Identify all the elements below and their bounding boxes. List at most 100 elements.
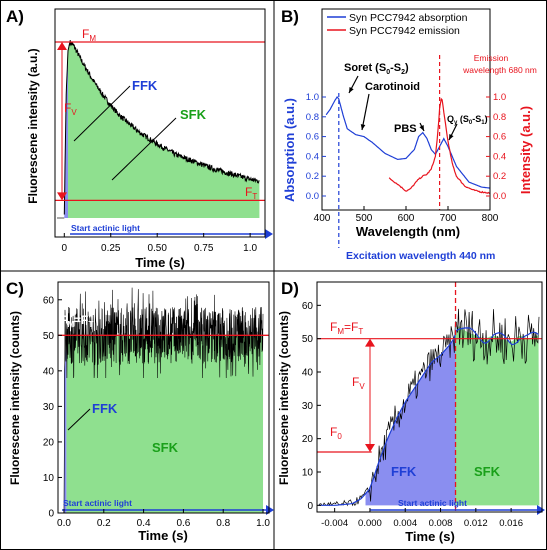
panel-b-ytick-right-label: 0.0: [493, 191, 506, 202]
panel-d-frame: [316, 281, 543, 513]
panel-c-ytick-label: 60: [43, 295, 55, 306]
panel-b-emission-label-1: Emission: [474, 53, 509, 63]
panel-b-excitation-label: Excitation wavelength 440 nm: [346, 250, 495, 262]
panel-c-ffk-label: FFK: [92, 401, 118, 416]
panel-c-xtick-label: 0.6: [176, 518, 190, 529]
panel-d-trace-line: [318, 308, 540, 507]
panel-b-ytick-left-label: 1.0: [306, 92, 319, 103]
panel-b-carotinoid-label: Carotinoid: [365, 81, 420, 93]
panel-a-plot-area: [55, 40, 273, 239]
panel-d-xtick-label: 0.016: [499, 518, 523, 529]
panel-c-fmft-label: FM=FT: [60, 313, 93, 329]
panel-b-qy-label: Qy (S0-S1): [447, 114, 488, 126]
panel-d-xlabel: Time (s): [405, 529, 455, 544]
panel-b-frame: [321, 8, 491, 211]
panel-c-ytick-label: 40: [43, 366, 55, 377]
panel-d-f0-label: F0: [330, 425, 342, 441]
panel-a-xtick-label: 0.75: [194, 243, 214, 254]
panel-a-xtick-label: 0.25: [101, 243, 121, 254]
panel-c-ytick-label: 10: [43, 473, 55, 484]
panel-b-absorption-line: [325, 96, 491, 189]
panel-d-xtick-label: 0.000: [358, 518, 382, 529]
panel-a-ylabel: Fluorescene intensity (a.u.): [26, 48, 40, 203]
panel-d-fv-label: FV: [352, 375, 365, 391]
panel-b-emission-label-2: wavelength 680 nm: [462, 65, 537, 75]
panel-a-label: A): [6, 7, 24, 26]
panel-d: D) Fluorescene intensity (counts) Time (…: [277, 279, 545, 544]
panel-b-ytick-right-label: 0.8: [493, 112, 506, 123]
panel-d-ffk-area: [365, 333, 456, 506]
panel-c-xtick-label: 0.4: [137, 518, 151, 529]
panel-d-label: D): [281, 279, 299, 298]
panel-a-ffk-label: FFK: [132, 78, 158, 93]
panel-b-soret-label: Soret (S0-S2): [344, 62, 409, 76]
panel-d-ytick-label: 60: [302, 301, 314, 312]
panel-d-actinic-label: Start actinic light: [398, 498, 467, 508]
panel-b-ylabel-left: Absorption (a.u.): [282, 98, 297, 202]
panel-a-xtick-label: 0.50: [147, 243, 167, 254]
panel-b-ytick-left-label: 0.4: [306, 151, 319, 162]
panel-d-xtick-label: -0.004: [321, 518, 348, 529]
panel-a-fv-label: FV: [64, 101, 77, 117]
panel-d-ytick-label: 30: [302, 401, 314, 412]
panel-b-pbs-arrow-head: [419, 125, 424, 131]
panel-c-ticks: 0.0 0.2 0.4 0.6 0.8 1.0 0 10 20 30 40 50 60: [43, 295, 271, 529]
panel-b-ytick-right-label: 0.6: [493, 132, 506, 143]
panel-b-pbs-label: PBS: [394, 123, 417, 135]
panel-d-ytick-label: 40: [302, 368, 314, 379]
panel-b-carotinoid-arrow-head: [360, 124, 366, 130]
panel-c-sfk-label: SFK: [152, 440, 179, 455]
panel-d-ticks: -0.004 0.000 0.004 0.008 0.012 0.016 0 10 20 30 40…: [302, 301, 523, 529]
panel-d-xtick-label: 0.008: [429, 518, 453, 529]
panel-b-legend: Syn PCC7942 absorption Syn PCC7942 emiss…: [327, 12, 468, 37]
panel-a-actinic-label: Start actinic light: [71, 223, 140, 233]
panel-a-xtick-label: 1.0: [243, 243, 257, 254]
panel-b: B) Absorption (a.u.) Intensity (a.u.) Wa…: [281, 7, 537, 262]
panel-b-soret-arrow-head: [349, 87, 354, 93]
panel-b-plot-area: [325, 55, 491, 248]
panel-c-trace-line: [63, 287, 264, 514]
panel-b-ytick-right-label: 0.4: [493, 151, 506, 162]
panel-b-ytick-left-label: 0.2: [306, 171, 319, 182]
panel-c-xtick-label: 0.8: [216, 518, 230, 529]
panel-a-fv-arrow-bottom: [57, 192, 67, 201]
panel-d-ylabel: Fluorescene intensity (counts): [277, 311, 291, 485]
panel-a-fm-label: FM: [82, 27, 96, 43]
panel-a-xticks: 0 0.25 0.50 0.75 1.0: [62, 233, 258, 254]
panel-b-ytick-right-label: 1.0: [493, 92, 506, 103]
panel-d-fv-arrow-top: [365, 338, 375, 347]
panel-b-xtick-label: 500: [356, 213, 373, 224]
panel-b-xlabel: Wavelength (nm): [356, 224, 460, 239]
panel-d-ytick-label: 10: [302, 468, 314, 479]
panel-c-ylabel: Fluorescene intensity (counts): [8, 311, 22, 485]
panel-c-ytick-label: 30: [43, 402, 55, 413]
panel-d-actinic-arrow-head: [537, 505, 545, 515]
panel-b-ytick-left-label: 0.8: [306, 112, 319, 123]
panel-b-label: B): [281, 7, 299, 26]
panel-d-ffk-label: FFK: [391, 464, 417, 479]
panel-b-qy-arrow-head: [449, 134, 454, 140]
panel-d-ytick-label: 20: [302, 434, 314, 445]
panel-b-xtick-label: 800: [482, 213, 499, 224]
panel-b-ytick-left-label: 0.0: [306, 191, 319, 202]
panel-c-actinic-label: Start actinic light: [63, 498, 132, 508]
panel-a-sfk-area: [68, 42, 260, 218]
panel-c-xtick-label: 0.2: [97, 518, 111, 529]
panel-a-ft-label: FT: [245, 185, 257, 201]
panel-c: C) Fluorescene intensity (counts) Time (…: [6, 279, 274, 543]
panel-b-ytick-right-label: 0.2: [493, 171, 506, 182]
panel-d-ytick-label: 0: [307, 501, 313, 512]
panel-c-ytick-label: 0: [48, 509, 54, 520]
panel-d-fv-arrow-bottom: [365, 444, 375, 452]
panel-c-label: C): [6, 279, 24, 298]
panel-b-carotinoid-arrow: [361, 93, 370, 131]
panel-b-ytick-left-label: 0.6: [306, 132, 319, 143]
panel-a-fv-arrow-top: [57, 42, 67, 50]
panel-c-ytick-label: 20: [43, 437, 55, 448]
panel-a-frame: [54, 8, 266, 238]
panel-b-xtick-label: 600: [398, 213, 415, 224]
panel-d-sfk-label: SFK: [474, 464, 501, 479]
panel-b-xtick-label: 400: [314, 213, 331, 224]
panel-a-ffk-pointer: [73, 85, 131, 142]
